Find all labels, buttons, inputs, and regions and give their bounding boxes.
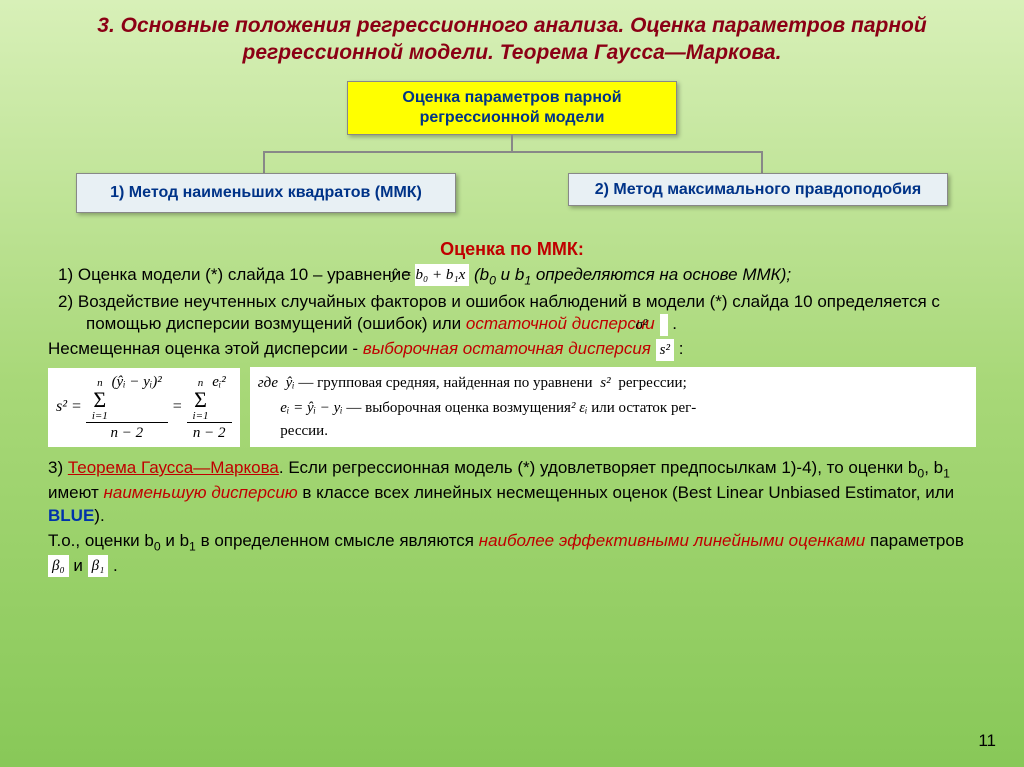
connector: [511, 135, 513, 151]
inline-formula: ŷ = b₀ + b₁x: [415, 264, 469, 286]
text: Оценка модели (*) слайда 10 – уравнение: [78, 265, 411, 284]
text: (b0 и b1 определяются на основе ММК);: [474, 265, 791, 284]
text-emphasis: остаточной дисперсии: [466, 314, 655, 333]
main-formula: s² = nΣi=1 (ŷᵢ − yᵢ)² n − 2 = nΣi=1 eᵢ² …: [48, 368, 240, 447]
inline-formula: σ²: [660, 314, 668, 336]
hierarchy-diagram: Оценка параметров парной регрессионной м…: [48, 81, 976, 231]
section-heading: Оценка по ММК:: [48, 239, 976, 260]
connector: [761, 151, 763, 173]
slide: 3. Основные положения регрессионного ана…: [0, 0, 1024, 767]
theorem-name: Теорема Гаусса—Маркова: [68, 458, 279, 477]
item-number: 1): [58, 265, 73, 284]
theorem-paragraph-2: Т.о., оценки b0 и b1 в определенном смыс…: [48, 530, 976, 578]
diagram-left-box: 1) Метод наименьших квадратов (ММК): [76, 173, 456, 213]
content-body: 1) Оценка модели (*) слайда 10 – уравнен…: [48, 264, 976, 578]
paragraph: Несмещенная оценка этой дисперсии - выбо…: [48, 338, 976, 361]
item-number: 2): [58, 292, 73, 311]
formula-definitions: где ŷᵢ — групповая средняя, найденная по…: [250, 367, 976, 447]
text: Несмещенная оценка этой дисперсии -: [48, 339, 363, 358]
connector: [263, 151, 763, 153]
page-number: 11: [978, 731, 996, 751]
inline-formula: β₁: [88, 555, 109, 577]
list-item-1: 1) Оценка модели (*) слайда 10 – уравнен…: [48, 264, 976, 289]
diagram-right-box: 2) Метод максимального правдоподобия: [568, 173, 948, 206]
inline-formula: s²: [656, 339, 674, 361]
text-emphasis: выборочная остаточная дисперсия: [363, 339, 651, 358]
slide-title: 3. Основные положения регрессионного ана…: [48, 12, 976, 67]
list-item-2: 2) Воздействие неучтенных случайных факт…: [48, 291, 976, 337]
diagram-top-box: Оценка параметров парной регрессионной м…: [347, 81, 677, 135]
connector: [263, 151, 265, 173]
formula-block: s² = nΣi=1 (ŷᵢ − yᵢ)² n − 2 = nΣi=1 eᵢ² …: [48, 367, 976, 447]
theorem-paragraph-1: 3) Теорема Гаусса—Маркова. Если регресси…: [48, 457, 976, 528]
inline-formula: β₀: [48, 555, 69, 577]
